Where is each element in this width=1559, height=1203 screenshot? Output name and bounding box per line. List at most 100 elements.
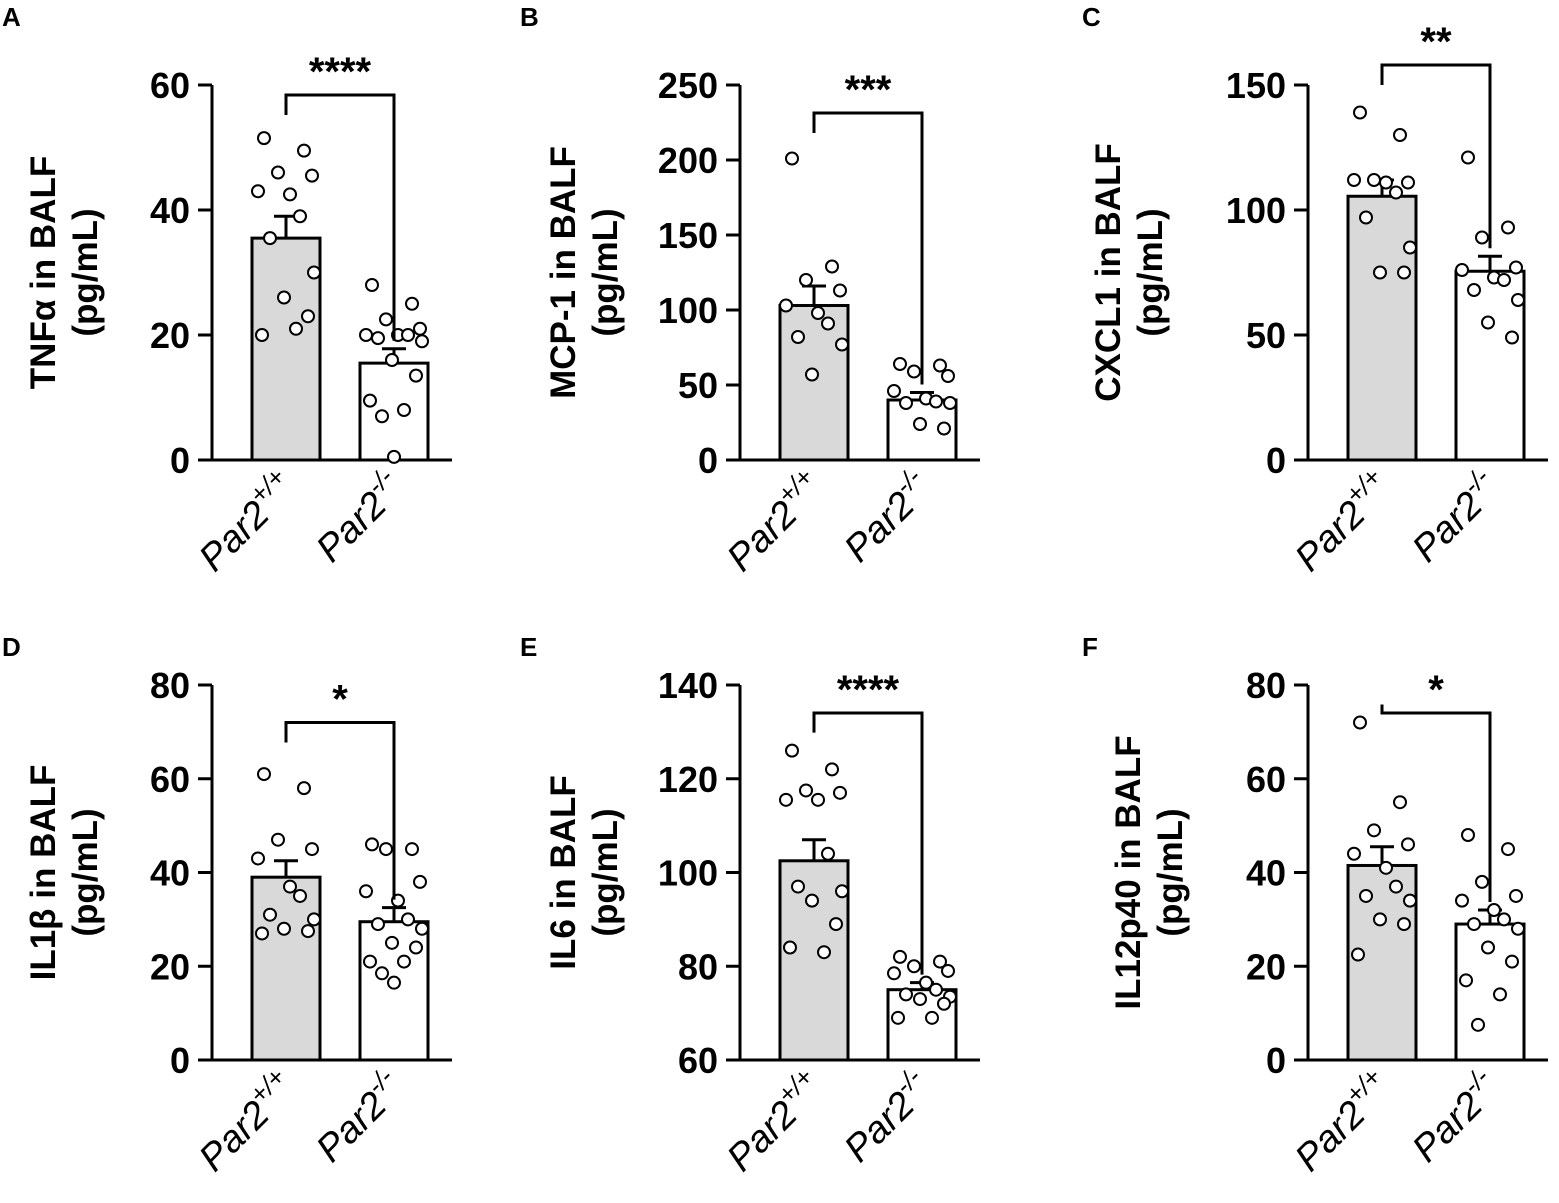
data-point	[805, 893, 819, 908]
data-point	[785, 743, 799, 758]
y-axis-label-line2: (pg/mL)	[1131, 208, 1170, 336]
data-point	[829, 917, 843, 932]
data-point	[1401, 175, 1415, 190]
data-point	[913, 992, 927, 1007]
y-tick-label: 50	[678, 365, 718, 406]
data-point	[1471, 1017, 1485, 1032]
data-point	[1461, 828, 1475, 842]
data-point	[1379, 860, 1393, 875]
data-point	[817, 945, 831, 960]
data-point	[297, 143, 311, 158]
data-point	[1347, 173, 1361, 187]
data-point	[805, 367, 819, 382]
data-point	[1359, 210, 1373, 225]
data-point	[263, 231, 277, 246]
x-tick-label: Par2-/-	[832, 1061, 941, 1170]
data-point	[1501, 842, 1515, 857]
data-point	[791, 330, 805, 344]
y-axis-label-line1: IL6 in BALF	[544, 775, 583, 969]
y-axis-label-line1: IL1β in BALF	[24, 765, 63, 981]
x-tick-label: Par2+/+	[1282, 1062, 1400, 1180]
bar-wt	[1346, 863, 1418, 1062]
data-point	[387, 449, 401, 464]
data-point	[1459, 973, 1473, 988]
y-axis-label-line2: (pg/mL)	[1151, 808, 1190, 936]
data-point	[887, 384, 901, 398]
data-point	[1511, 921, 1525, 936]
x-tick-label: Par2+/+	[186, 1062, 304, 1180]
data-point	[799, 273, 813, 287]
x-tick-label: Par2-/-	[304, 1061, 413, 1170]
data-point	[1487, 903, 1501, 917]
data-point	[307, 912, 321, 927]
data-point	[835, 884, 849, 899]
y-tick-label: 200	[658, 140, 718, 181]
data-point	[385, 935, 399, 950]
y-axis-label-line2: (pg/mL)	[586, 208, 625, 336]
panel-a: A TNFα in BALF (pg/mL) 0 20 40 60 **** Par2+/+ Pa…	[2, 2, 452, 580]
x-tick-label: Par2-/-	[1400, 461, 1509, 570]
data-point	[1505, 954, 1519, 969]
data-point	[1475, 230, 1489, 245]
y-tick-label: 60	[150, 759, 190, 800]
data-point	[277, 290, 291, 305]
data-point	[263, 907, 277, 922]
data-point	[277, 921, 291, 936]
y-axis-label-line1: MCP-1 in BALF	[544, 146, 583, 399]
data-point	[791, 879, 805, 894]
y-tick-label: 60	[678, 1040, 718, 1081]
x-tick-label: Par2+/+	[714, 1062, 832, 1180]
data-point	[379, 312, 393, 327]
y-tick-label: 80	[1246, 665, 1286, 706]
data-point	[1455, 893, 1469, 908]
x-tick-label: Par2-/-	[832, 461, 941, 570]
data-point	[825, 259, 839, 274]
data-point	[1505, 330, 1519, 345]
significance-bracket	[284, 721, 396, 900]
y-tick-label: 150	[1226, 65, 1286, 106]
y-tick-label: 40	[150, 853, 190, 894]
y-axis-label-line2: (pg/mL)	[66, 808, 105, 936]
data-point	[371, 917, 385, 932]
data-point	[1467, 283, 1481, 297]
data-point	[305, 842, 319, 857]
y-axis-label: IL12p40 in BALF (pg/mL)	[1109, 735, 1190, 1009]
data-point	[1393, 128, 1407, 142]
data-point	[283, 187, 297, 202]
data-point	[925, 1010, 939, 1025]
data-point	[1455, 263, 1469, 277]
data-point	[887, 966, 901, 981]
y-axis-label: CXCL1 in BALF (pg/mL)	[1089, 143, 1170, 402]
data-point	[251, 851, 265, 866]
data-point	[1497, 912, 1511, 927]
panel-e: E IL6 in BALF (pg/mL) 60 80 100 120 140 **** Par2…	[520, 632, 980, 1180]
y-axis-label-line2: (pg/mL)	[586, 808, 625, 936]
data-point	[811, 306, 825, 320]
data-point	[1367, 823, 1381, 838]
data-point	[301, 309, 315, 324]
data-point	[783, 940, 797, 955]
data-point	[941, 963, 955, 978]
data-point	[929, 394, 943, 409]
data-point	[919, 975, 933, 990]
x-tick-label: Par2-/-	[1400, 1061, 1509, 1170]
data-point	[297, 781, 311, 796]
x-tick-label: Par2+/+	[714, 462, 832, 580]
bar-wt	[1346, 194, 1418, 462]
data-point	[821, 316, 835, 331]
data-point	[405, 296, 419, 311]
significance-label: **	[1420, 20, 1452, 64]
data-point	[359, 328, 373, 342]
data-point	[891, 1010, 905, 1025]
data-point	[1367, 173, 1381, 187]
y-tick-label: 100	[1226, 190, 1286, 231]
data-point	[899, 396, 913, 410]
y-axis-label-line1: CXCL1 in BALF	[1089, 143, 1128, 402]
data-point	[1373, 912, 1387, 927]
data-point	[893, 357, 907, 371]
y-tick-label: 60	[1246, 759, 1286, 800]
data-point	[363, 954, 377, 969]
panel-letter: A	[2, 2, 21, 32]
y-axis-label: MCP-1 in BALF (pg/mL)	[544, 146, 625, 399]
